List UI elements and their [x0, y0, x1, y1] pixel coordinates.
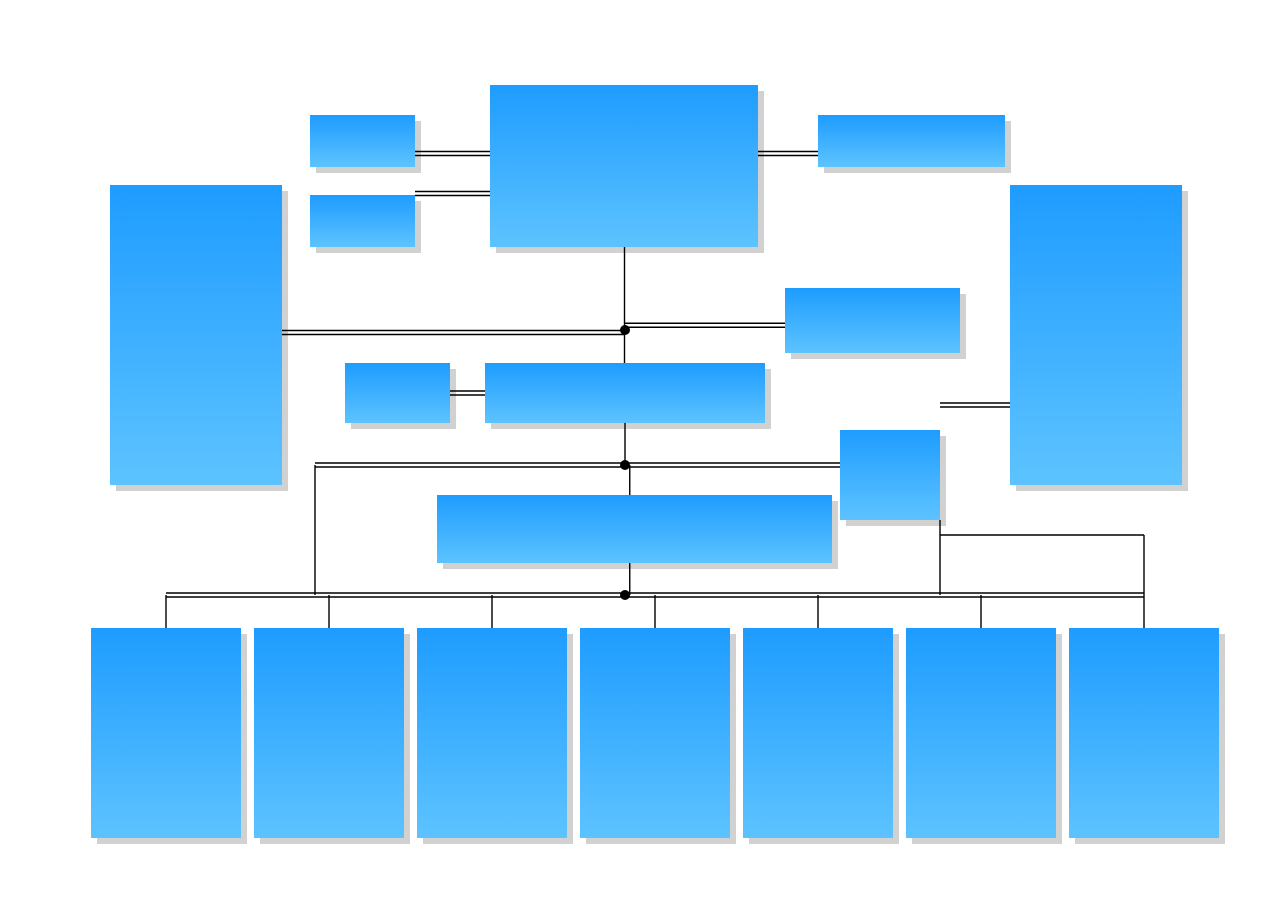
org-chart-canvas	[0, 0, 1280, 904]
node-b7	[1069, 628, 1219, 838]
node-left_tall	[110, 185, 282, 485]
node-mid_bar	[485, 363, 765, 423]
node-b1	[91, 628, 241, 838]
node-b4	[580, 628, 730, 838]
node-right_tall	[1010, 185, 1182, 485]
node-b6	[906, 628, 1056, 838]
node-wide_bar	[437, 495, 832, 563]
node-small_a	[310, 115, 415, 167]
node-square	[840, 430, 940, 520]
node-top	[490, 85, 758, 247]
node-mid_right	[785, 288, 960, 353]
node-b3	[417, 628, 567, 838]
node-b2	[254, 628, 404, 838]
node-b5	[743, 628, 893, 838]
node-top_right	[818, 115, 1005, 167]
node-small_b	[310, 195, 415, 247]
node-mid_small	[345, 363, 450, 423]
